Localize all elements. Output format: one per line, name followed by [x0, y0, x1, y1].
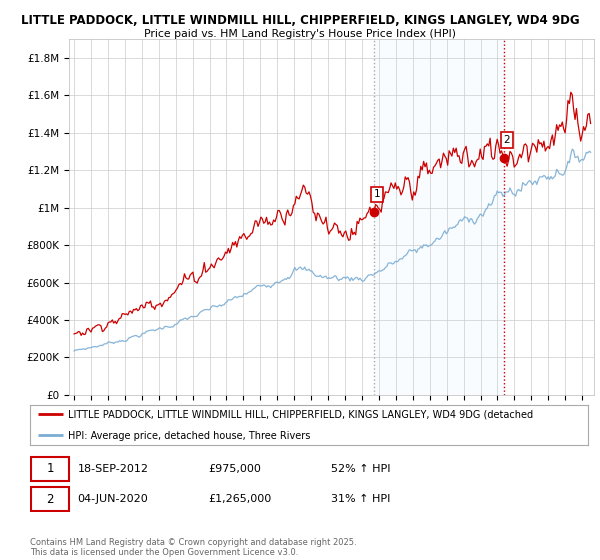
Text: £1,265,000: £1,265,000	[209, 494, 272, 504]
Text: 31% ↑ HPI: 31% ↑ HPI	[331, 494, 391, 504]
FancyBboxPatch shape	[31, 487, 69, 511]
Text: 18-SEP-2012: 18-SEP-2012	[77, 464, 148, 474]
Text: 2: 2	[503, 135, 510, 145]
Text: 2: 2	[46, 493, 54, 506]
Text: 04-JUN-2020: 04-JUN-2020	[77, 494, 148, 504]
Text: 1: 1	[373, 189, 380, 199]
Text: LITTLE PADDOCK, LITTLE WINDMILL HILL, CHIPPERFIELD, KINGS LANGLEY, WD4 9DG (deta: LITTLE PADDOCK, LITTLE WINDMILL HILL, CH…	[68, 410, 533, 420]
Text: Price paid vs. HM Land Registry's House Price Index (HPI): Price paid vs. HM Land Registry's House …	[144, 29, 456, 39]
Text: Contains HM Land Registry data © Crown copyright and database right 2025.
This d: Contains HM Land Registry data © Crown c…	[30, 538, 356, 557]
Text: LITTLE PADDOCK, LITTLE WINDMILL HILL, CHIPPERFIELD, KINGS LANGLEY, WD4 9DG: LITTLE PADDOCK, LITTLE WINDMILL HILL, CH…	[20, 14, 580, 27]
Text: HPI: Average price, detached house, Three Rivers: HPI: Average price, detached house, Thre…	[68, 431, 310, 441]
Text: 52% ↑ HPI: 52% ↑ HPI	[331, 464, 391, 474]
FancyBboxPatch shape	[31, 457, 69, 481]
Bar	[374, 39, 504, 395]
Text: £975,000: £975,000	[209, 464, 262, 474]
Text: 1: 1	[46, 463, 54, 475]
